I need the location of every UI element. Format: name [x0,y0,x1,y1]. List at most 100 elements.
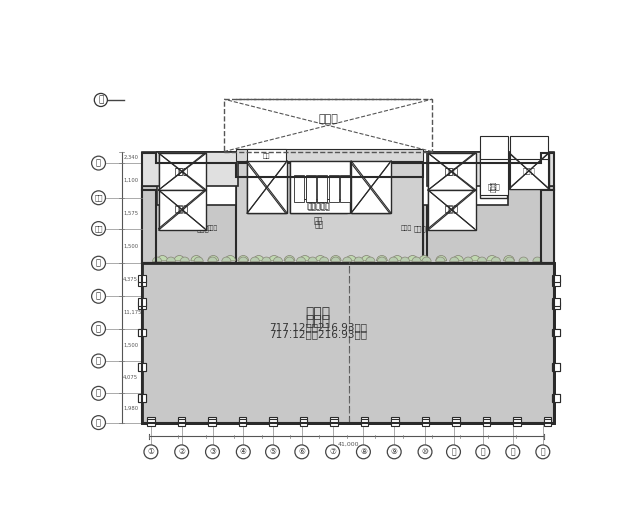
Bar [239,419,246,426]
Text: 41,000: 41,000 [338,442,360,447]
Bar [300,419,307,426]
Text: 更衣室: 更衣室 [444,205,458,214]
Bar [247,161,287,213]
Text: 4,375: 4,375 [123,277,138,282]
Text: ②: ② [179,447,185,456]
Text: Ａ: Ａ [96,418,101,427]
Text: 1,500: 1,500 [123,244,138,248]
Text: ③: ③ [209,447,216,456]
Bar [329,175,339,202]
Wedge shape [208,257,217,261]
Wedge shape [389,257,398,261]
Text: ＥＶロビー: ＥＶロビー [308,203,331,212]
Wedge shape [208,256,219,261]
Wedge shape [354,257,364,261]
Bar [138,329,145,337]
Bar [391,417,399,425]
Wedge shape [250,257,259,261]
Text: Ｈ: Ｈ [98,96,104,104]
Wedge shape [157,256,168,261]
Bar [483,417,490,425]
Text: 廊下: 廊下 [314,216,323,225]
Wedge shape [284,256,295,261]
Wedge shape [376,256,387,261]
Bar [543,417,551,425]
Text: 4,075: 4,075 [123,375,138,380]
Bar [306,175,316,202]
Text: Ｃ: Ｃ [96,356,101,365]
Text: ⑦: ⑦ [329,447,336,456]
Bar [483,419,490,426]
Bar [552,394,560,402]
Wedge shape [262,257,271,261]
Bar [428,190,474,228]
Bar [138,302,145,309]
Bar [141,152,238,186]
Text: 倉庫室: 倉庫室 [523,167,535,174]
Bar [552,329,560,337]
Wedge shape [486,256,497,261]
Text: ⑩: ⑩ [422,447,428,456]
Text: 更衣室: 更衣室 [175,205,189,214]
Bar [269,417,276,425]
Text: ＧＰＳ: ＧＰＳ [197,225,210,232]
Bar [552,298,560,306]
Wedge shape [180,257,189,261]
Bar [289,163,348,213]
Bar [330,419,338,426]
Bar [247,149,285,163]
Wedge shape [412,257,421,261]
Bar [481,153,508,198]
Text: ＧＰＳ: ＧＰＳ [207,226,218,232]
Bar [300,417,307,425]
Bar [141,186,238,263]
Wedge shape [166,257,175,261]
Bar [351,163,390,213]
Wedge shape [225,256,236,261]
Text: 書庫室: 書庫室 [444,167,458,176]
Text: ⑤: ⑤ [269,447,276,456]
Wedge shape [238,256,249,261]
Text: Ｂ: Ｂ [96,389,101,398]
Text: ＤＳ: ＤＳ [262,153,270,159]
Wedge shape [452,256,463,261]
Wedge shape [361,256,372,261]
Bar [317,175,327,202]
Wedge shape [315,256,326,261]
Bar [552,329,560,337]
Bar [138,394,145,402]
Bar [509,153,549,188]
Text: Ｄ: Ｄ [96,324,101,333]
Bar [330,417,338,425]
Bar [391,419,399,426]
Text: 1,980: 1,980 [123,405,138,411]
Wedge shape [407,256,418,261]
Bar [552,302,560,309]
Wedge shape [392,256,403,261]
Bar [452,419,460,426]
Bar [236,149,424,161]
Bar [308,176,319,200]
Wedge shape [285,257,294,261]
Text: ⑬: ⑬ [511,447,515,456]
Text: 廊下: 廊下 [315,220,324,229]
Wedge shape [533,257,542,261]
Bar [509,136,548,159]
Bar [360,419,368,426]
Text: ④: ④ [240,447,247,456]
Wedge shape [378,257,387,261]
Bar [509,153,548,188]
Wedge shape [221,257,231,261]
Bar [340,175,350,202]
Wedge shape [319,257,329,261]
Wedge shape [470,256,481,261]
Bar [269,419,276,426]
Bar [159,153,206,190]
Bar [422,417,429,425]
Wedge shape [191,256,202,261]
Bar [239,417,246,425]
Wedge shape [300,256,310,261]
Wedge shape [519,257,528,261]
Bar [138,298,145,306]
Bar [481,153,508,195]
